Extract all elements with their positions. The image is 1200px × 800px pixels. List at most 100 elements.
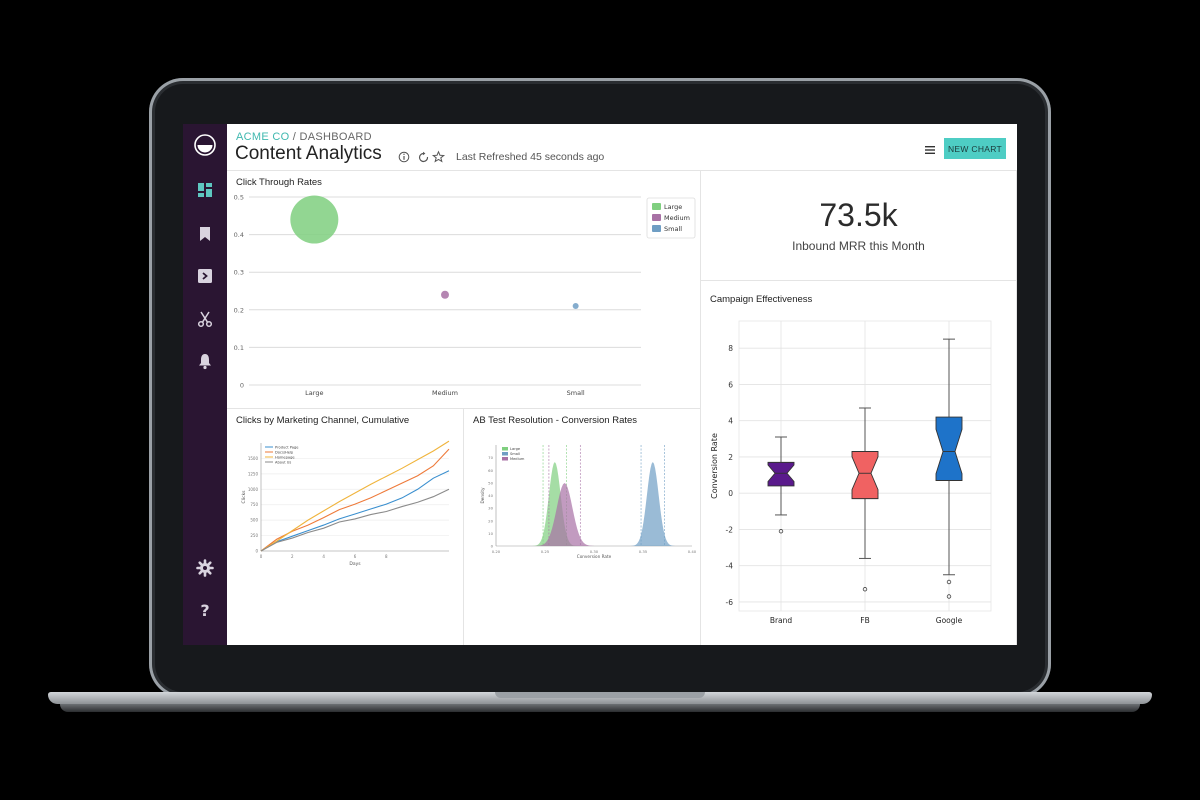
metric-value: 73.5k — [819, 197, 898, 233]
campaign-box-fb — [851, 451, 879, 500]
clicks-legend-label: Product Page — [275, 446, 299, 450]
page-header: ACME CO / DASHBOARD Content Analytics La… — [227, 124, 1017, 171]
abtest-legend-label: Medium — [510, 457, 525, 461]
logo-icon[interactable] — [194, 134, 216, 156]
campaign-xtick-label: Brand — [770, 616, 793, 625]
campaign-y-label: Conversion Rate — [710, 433, 719, 499]
clicks-legend-label: Homepage — [275, 456, 295, 460]
bell-icon[interactable] — [195, 351, 215, 371]
clicks-ytick-label: 0 — [255, 549, 258, 554]
app-screen: ? ACME CO / DASHBOARD Content Analytics — [183, 124, 1017, 645]
campaign-ytick-label: 0 — [728, 489, 733, 498]
abtest-ytick-label: 0 — [491, 544, 494, 549]
abtest-xtick-label: 0.20 — [492, 549, 501, 554]
campaign-ytick-label: 4 — [728, 417, 733, 426]
last-refreshed-text: Last Refreshed 45 seconds ago — [456, 151, 605, 163]
campaign-chart: -6 -4 -2 0 2 4 6 8 Conversion Rate Brand FB Google — [710, 320, 992, 625]
svg-text:?: ? — [200, 601, 209, 620]
ctr-title: Click Through Rates — [236, 177, 322, 188]
clicks-series-line — [260, 470, 450, 552]
ctr-legend-label: Large — [664, 203, 682, 211]
clicks-ytick-label: 500 — [250, 518, 258, 523]
abtest-chart: 0 10 20 30 40 50 60 70 0.20 0.25 0.30 0.35 0.40 Conve… — [480, 445, 697, 559]
campaign-ytick-label: -2 — [726, 525, 734, 534]
main-content: ACME CO / DASHBOARD Content Analytics La… — [227, 124, 1017, 645]
abtest-panel: AB Test Resolution - Conversion Rates 0 1… — [464, 409, 701, 645]
metric-label: Inbound MRR this Month — [792, 239, 925, 253]
campaign-outlier — [862, 587, 868, 592]
campaign-xtick-label: Google — [936, 616, 963, 625]
ctr-xtick-label: Large — [305, 389, 323, 397]
campaign-outlier — [946, 579, 952, 585]
campaign-xtick-label: FB — [860, 616, 869, 625]
abtest-density-medium — [533, 483, 596, 546]
title-actions — [398, 150, 446, 163]
ctr-ytick-label: 0.1 — [234, 344, 244, 352]
breadcrumb-separator: / — [289, 131, 300, 143]
star-icon[interactable] — [431, 150, 446, 163]
abtest-ytick-label: 10 — [488, 531, 493, 536]
ctr-xtick-label: Small — [567, 389, 585, 397]
clicks-legend-label: Docs/Help — [275, 451, 294, 455]
query-icon[interactable] — [195, 266, 215, 286]
campaign-ytick-label: 8 — [728, 344, 733, 353]
scissors-icon[interactable] — [195, 309, 215, 329]
info-icon[interactable] — [398, 151, 410, 163]
campaign-panel: Campaign Effectiveness -6 -4 -2 0 2 4 6 8 Conver… — [701, 281, 1017, 645]
ctr-bubble-small — [572, 303, 579, 310]
sidebar: ? — [183, 124, 227, 645]
ctr-bubble-medium — [441, 290, 449, 299]
abtest-density-small — [629, 462, 677, 546]
hamburger-menu-icon[interactable] — [924, 144, 938, 156]
clicks-xtick-label: 0 — [260, 554, 263, 559]
clicks-ytick-label: 750 — [250, 502, 258, 507]
campaign-outlier — [778, 529, 784, 534]
abtest-legend-swatch — [502, 447, 508, 451]
campaign-ytick-label: -4 — [726, 562, 734, 571]
abtest-ytick-label: 60 — [488, 468, 493, 473]
clicks-series-line — [260, 440, 450, 552]
ctr-bubble-large — [290, 195, 339, 244]
ctr-legend-swatch — [652, 203, 661, 210]
breadcrumb-section[interactable]: DASHBOARD — [299, 131, 372, 143]
abtest-xtick-label: 0.40 — [688, 549, 697, 554]
clicks-x-label: Days — [349, 561, 361, 567]
ctr-ytick-label: 0.4 — [234, 231, 244, 239]
ctr-ytick-label: 0.5 — [234, 194, 244, 202]
clicks-legend-label: About Us — [275, 461, 291, 465]
breadcrumb: ACME CO / DASHBOARD — [236, 131, 372, 143]
abtest-ytick-label: 70 — [488, 455, 493, 460]
abtest-legend-swatch — [502, 457, 508, 461]
gear-icon[interactable] — [195, 558, 215, 578]
abtest-density-large — [531, 462, 579, 546]
clicks-xtick-label: 4 — [322, 554, 325, 559]
refresh-icon[interactable] — [418, 151, 429, 163]
abtest-ytick-label: 30 — [488, 506, 493, 511]
clicks-ytick-label: 1250 — [248, 471, 259, 476]
new-chart-button[interactable]: NEW CHART — [944, 138, 1006, 159]
campaign-ytick-label: 2 — [728, 453, 733, 462]
bookmark-icon[interactable] — [195, 224, 215, 244]
campaign-outlier — [946, 594, 952, 599]
clicks-xtick-label: 6 — [354, 554, 357, 559]
abtest-xtick-label: 0.25 — [541, 549, 550, 554]
abtest-legend-swatch — [502, 452, 508, 456]
help-icon[interactable]: ? — [195, 600, 215, 620]
dashboard-icon[interactable] — [195, 180, 215, 200]
clicks-series-line — [260, 488, 450, 552]
breadcrumb-org[interactable]: ACME CO — [236, 131, 290, 143]
clicks-title: Clicks by Marketing Channel, Cumulative — [236, 415, 410, 426]
campaign-title: Campaign Effectiveness — [710, 294, 813, 305]
clicks-ytick-label: 250 — [250, 533, 258, 538]
clicks-chart: 0 250 500 750 1000 1250 1500 0 2 4 6 8 Days Clicks Pro… — [241, 440, 450, 567]
abtest-xtick-label: 0.35 — [639, 549, 648, 554]
ctr-ytick-label: 0.2 — [234, 306, 244, 314]
abtest-x-label: Conversion Rate — [577, 554, 612, 559]
abtest-y-label: Density — [480, 487, 485, 503]
ctr-legend-label: Medium — [664, 214, 690, 222]
ctr-ytick-label: 0.3 — [234, 269, 244, 277]
campaign-ytick-label: -6 — [726, 598, 734, 607]
campaign-box-google — [935, 416, 963, 481]
abtest-ytick-label: 50 — [488, 480, 493, 485]
ctr-ytick-label: 0 — [240, 382, 244, 390]
